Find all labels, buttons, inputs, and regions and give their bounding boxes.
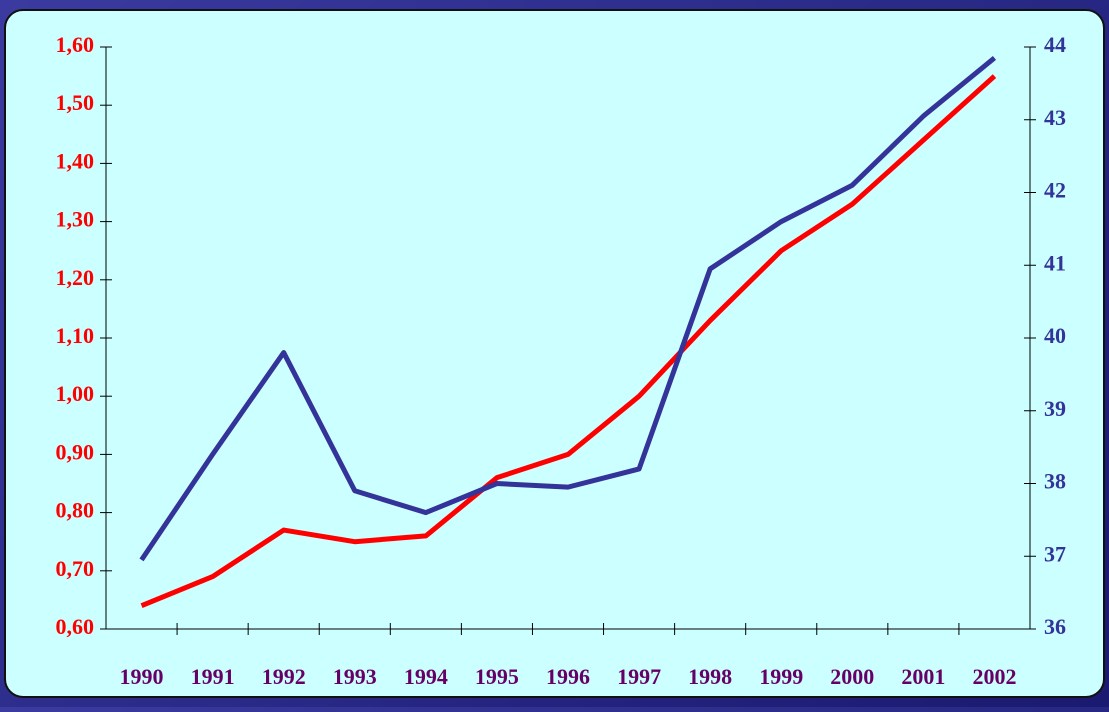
x-tick-label: 1992	[262, 664, 306, 689]
x-tick-label: 1994	[404, 664, 448, 689]
y2-tick-label: 37	[1044, 541, 1066, 566]
y2-tick-label: 38	[1044, 469, 1066, 494]
y-tick-label: 1,20	[56, 265, 95, 290]
y-tick-label: 1,30	[56, 207, 95, 232]
x-tick-label: 2002	[972, 664, 1016, 689]
y2-tick-label: 42	[1044, 178, 1066, 203]
y-tick-label: 1,40	[56, 148, 95, 173]
x-tick-label: 1993	[333, 664, 377, 689]
y-tick-label: 1,50	[56, 90, 95, 115]
y-tick-label: 0,70	[56, 556, 95, 581]
x-tick-label: 2001	[901, 664, 945, 689]
y-tick-label: 0,60	[56, 614, 95, 639]
x-tick-label: 1995	[475, 664, 519, 689]
y2-tick-label: 40	[1044, 323, 1066, 348]
x-tick-label: 2000	[830, 664, 874, 689]
x-tick-label: 1990	[120, 664, 164, 689]
y-tick-label: 0,80	[56, 498, 95, 523]
y-tick-label: 1,10	[56, 323, 95, 348]
x-tick-label: 1999	[759, 664, 803, 689]
x-tick-label: 1998	[688, 664, 732, 689]
y-tick-label: 1,60	[56, 32, 95, 57]
y2-tick-label: 36	[1044, 614, 1066, 639]
panel	[4, 9, 1105, 698]
x-tick-label: 1997	[617, 664, 661, 689]
y-tick-label: 1,00	[56, 381, 95, 406]
y-tick-label: 0,90	[56, 439, 95, 464]
y2-tick-label: 43	[1044, 105, 1066, 130]
series-line	[139, 55, 997, 562]
x-tick-label: 1996	[546, 664, 590, 689]
y2-tick-label: 39	[1044, 396, 1066, 421]
y2-tick-label: 41	[1044, 250, 1066, 275]
y2-tick-label: 44	[1044, 32, 1066, 57]
x-tick-label: 1991	[191, 664, 235, 689]
series-line	[140, 74, 997, 609]
